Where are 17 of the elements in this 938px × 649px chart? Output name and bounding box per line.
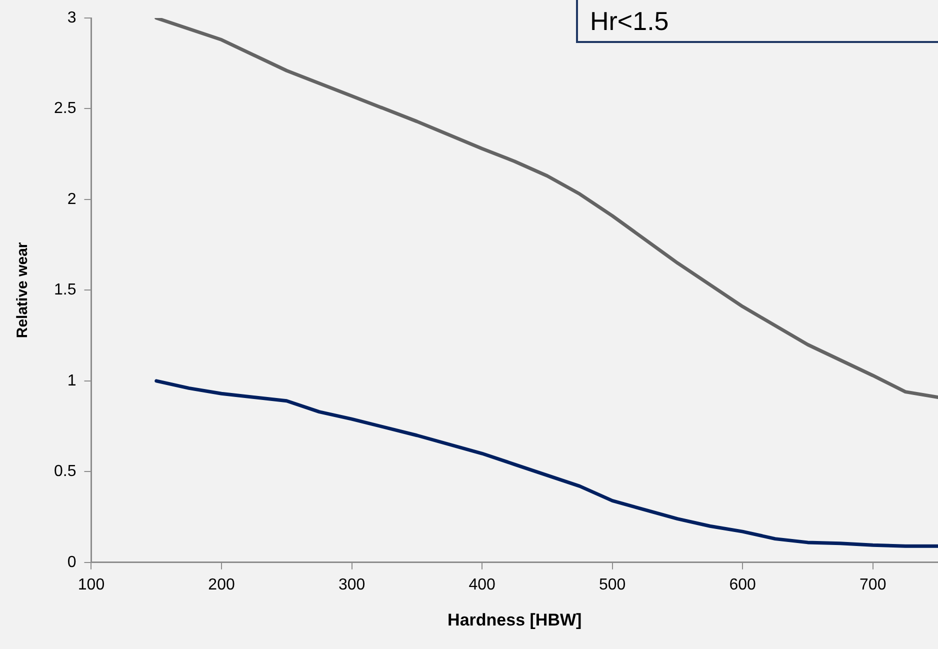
- x-tick-label: 500: [598, 576, 626, 594]
- x-axis-title: Hardness [HBW]: [448, 610, 582, 630]
- y-tick-label: 0: [67, 554, 76, 571]
- y-tick-label: 1.5: [54, 282, 76, 299]
- y-axis-title: Relative wear: [14, 242, 32, 338]
- x-tick-label: 600: [729, 576, 756, 594]
- y-tick-label: 2: [67, 190, 76, 208]
- y-tick-label: 2.5: [54, 100, 76, 118]
- text-box: Hr<1.5: [576, 0, 938, 43]
- x-tick-label: 700: [860, 576, 886, 594]
- y-tick-label: 3: [67, 9, 76, 26]
- x-tick-label: 200: [208, 576, 235, 594]
- x-tick-label: 400: [468, 576, 496, 594]
- x-tick-label: 100: [78, 576, 105, 594]
- y-tick-label: 0.5: [54, 463, 76, 480]
- y-tick-label: 1: [67, 372, 76, 390]
- x-tick-label: 300: [338, 576, 366, 594]
